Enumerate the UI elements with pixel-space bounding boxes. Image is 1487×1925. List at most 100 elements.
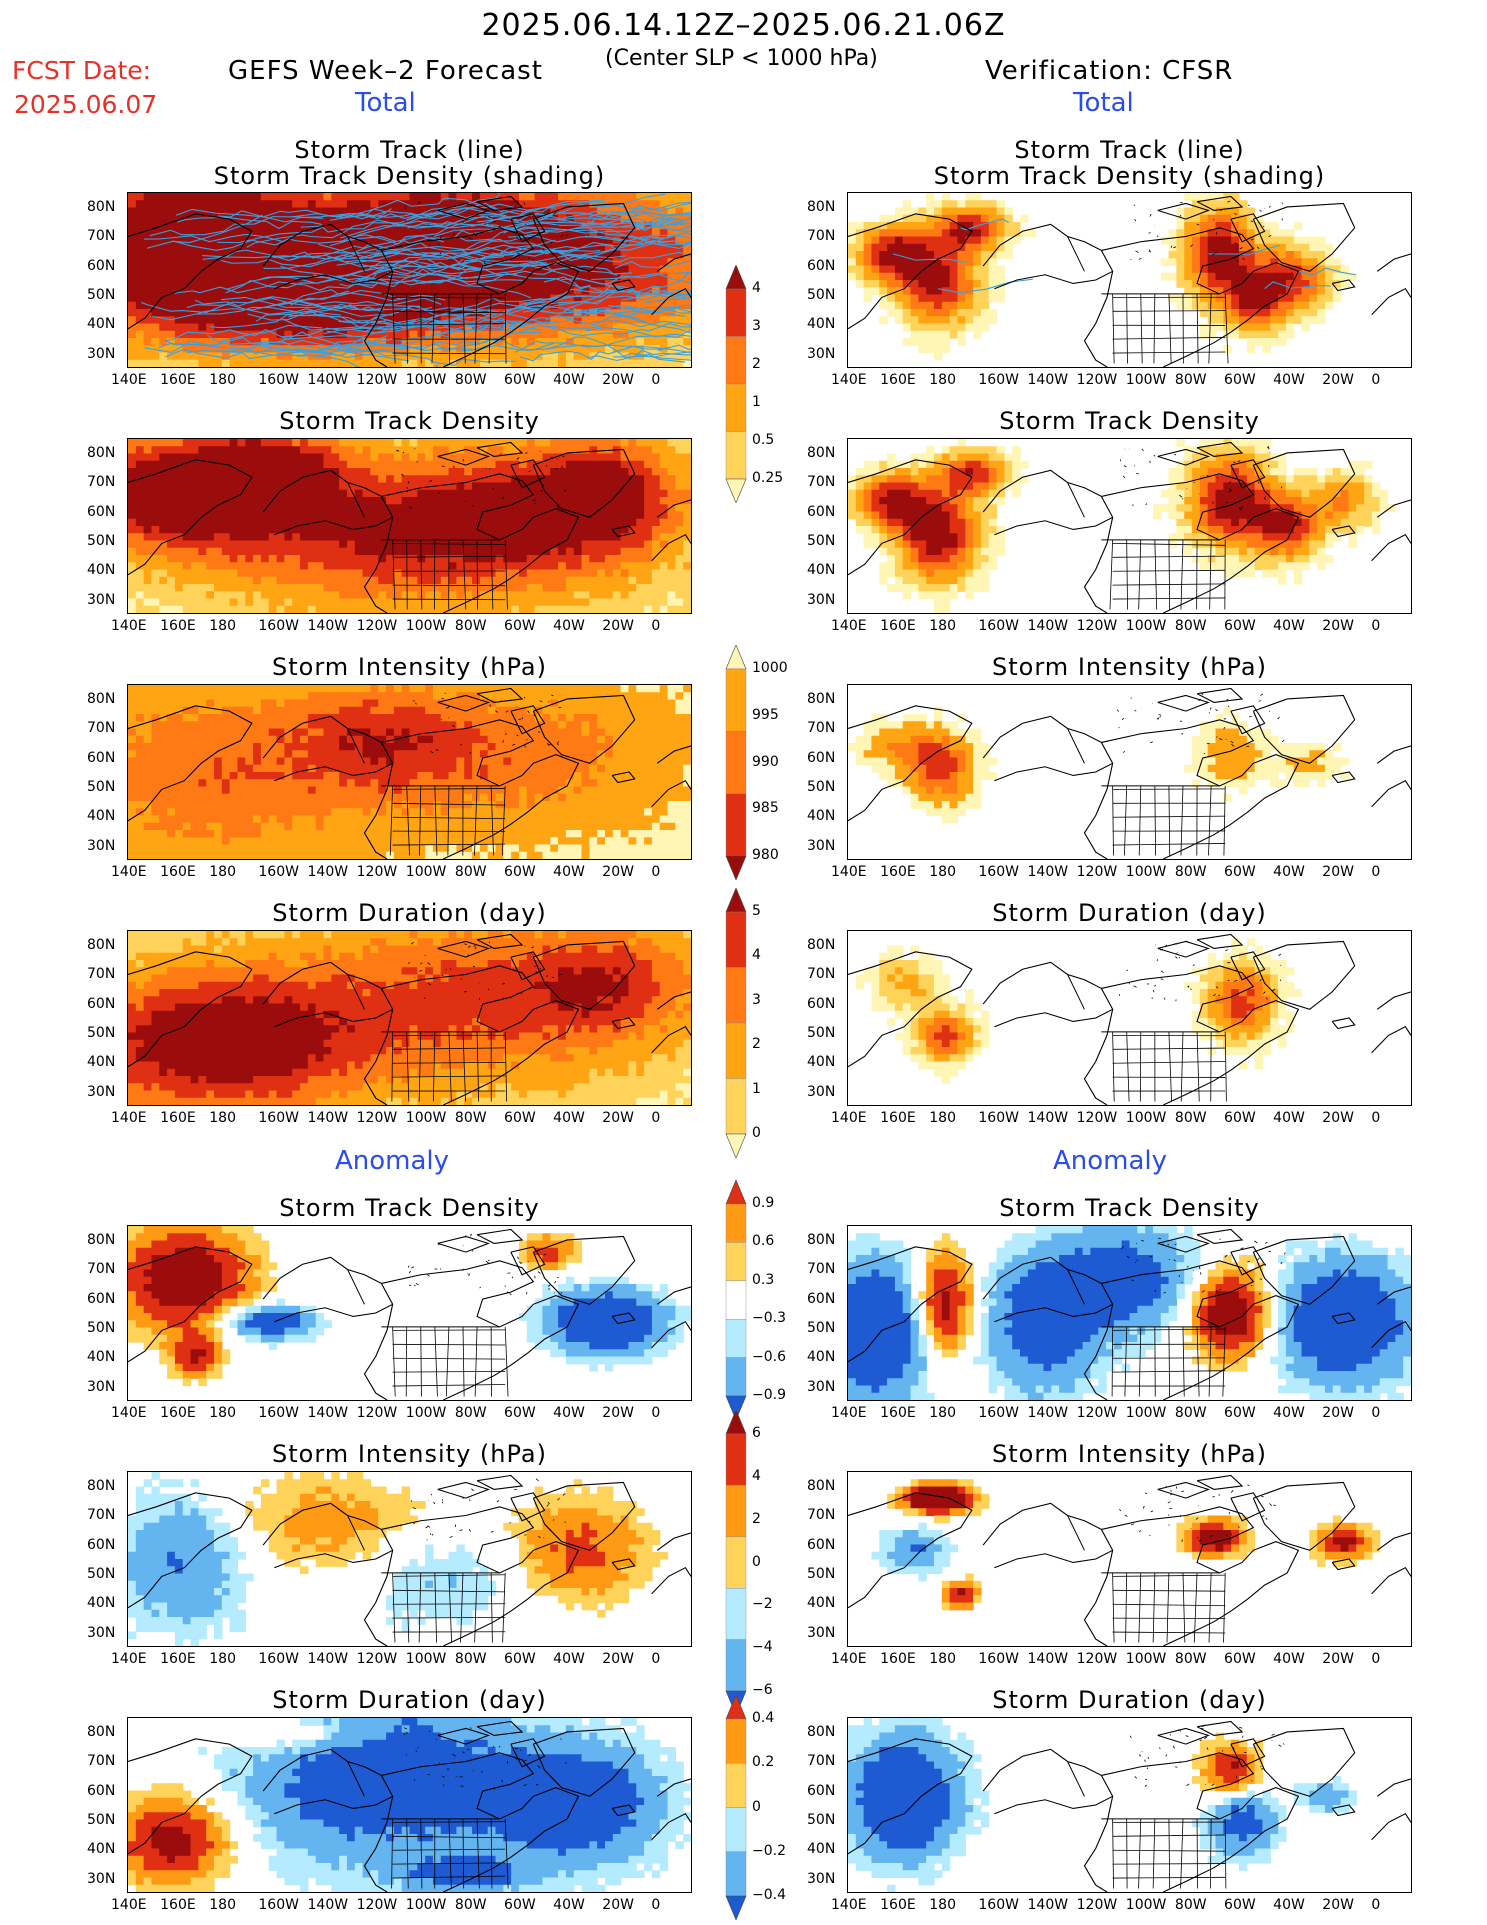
colorbar-tick-label: 1 — [752, 1080, 761, 1097]
lat-label: 70N — [807, 228, 836, 245]
coastline-layer — [848, 687, 1411, 859]
colorbar-strip — [725, 1694, 747, 1921]
shading-layer — [848, 706, 1350, 824]
lat-label: 70N — [87, 966, 116, 983]
map-panel-right-total-intensity — [847, 684, 1412, 860]
colorbar-top-triangle — [725, 264, 747, 290]
shading-layer — [128, 439, 691, 613]
lon-label: 120W — [356, 1405, 398, 1421]
lon-label: 140W — [307, 1110, 349, 1126]
state-boundaries — [1067, 200, 1284, 364]
lon-label: 80W — [1174, 618, 1207, 634]
panel-title-line1: Storm Duration (day) — [992, 899, 1267, 927]
lat-label: 40N — [807, 808, 836, 825]
lat-label: 30N — [807, 1624, 836, 1641]
map-canvas — [848, 193, 1411, 367]
lon-label: 120W — [356, 618, 398, 634]
lon-label: 80W — [1174, 1897, 1207, 1913]
lon-label: 80W — [454, 1651, 487, 1667]
colorbar-tick-label: −0.9 — [752, 1387, 786, 1403]
lon-label: 80W — [1174, 1405, 1207, 1421]
lat-label: 80N — [807, 1232, 836, 1248]
lon-label: 180 — [929, 618, 956, 634]
coastline-layer — [128, 1228, 691, 1400]
lat-label: 60N — [87, 1536, 116, 1553]
lat-label: 40N — [87, 316, 116, 333]
panel-title: Storm Intensity (hPa) — [107, 654, 712, 680]
shading-layer — [128, 1718, 691, 1892]
lat-label: 40N — [807, 1054, 836, 1071]
lon-label: 180 — [209, 1405, 236, 1421]
lon-label: 140E — [831, 1897, 867, 1913]
colorbar-bottom-triangle — [725, 855, 747, 881]
colorbar-tick-label: 0 — [752, 1798, 761, 1815]
lon-label: 20W — [1322, 1405, 1354, 1421]
lon-label: 140E — [111, 864, 147, 880]
coastline-layer — [848, 441, 1411, 613]
panel-title: Storm Track Density — [827, 408, 1432, 434]
section-anomaly-right: Anomaly — [1053, 1146, 1168, 1176]
lat-label: 30N — [807, 345, 836, 362]
fcst-date-label: FCST Date: — [12, 56, 152, 85]
state-boundaries — [347, 1478, 566, 1643]
lat-label: 80N — [807, 1724, 836, 1740]
map-canvas — [848, 1718, 1411, 1892]
lon-label: 40W — [1273, 1651, 1305, 1667]
lat-label: 60N — [87, 749, 116, 766]
lat-label: 60N — [807, 749, 836, 766]
lon-label: 160E — [880, 1897, 916, 1913]
right-column-subtitle: Verification: CFSR — [985, 56, 1234, 86]
lon-label: 140E — [111, 1110, 147, 1126]
lon-label: 20W — [602, 864, 634, 880]
lon-label: 60W — [504, 618, 536, 634]
figure-title: 2025.06.14.12Z–2025.06.21.06Z — [481, 8, 1006, 43]
colorbar-swatch — [725, 1203, 747, 1243]
lon-label: 160E — [160, 372, 196, 388]
colorbar-tick-label: 3 — [752, 991, 761, 1008]
left-column-subtitle: GEFS Week–2 Forecast — [228, 56, 543, 86]
panel-title: Storm Track Density — [107, 1195, 712, 1221]
colorbar-swatch — [725, 911, 747, 968]
lat-label: 50N — [87, 1565, 116, 1582]
colorbar-swatch — [725, 1433, 747, 1486]
lat-label: 50N — [807, 1811, 836, 1828]
section-total-right: Total — [1073, 88, 1134, 118]
lon-label: 100W — [1125, 1651, 1167, 1667]
map-canvas — [848, 439, 1411, 613]
panel-title: Storm Duration (day) — [827, 1687, 1432, 1713]
lon-label: 160W — [258, 1897, 299, 1913]
lon-label: 0 — [651, 372, 661, 388]
lon-label: 140W — [1027, 372, 1069, 388]
colorbar-swatch — [725, 731, 747, 794]
lon-label: 120W — [356, 864, 398, 880]
lon-label: 0 — [1371, 864, 1381, 880]
colorbar-swatch — [725, 1807, 747, 1852]
lon-label: 140E — [111, 372, 147, 388]
lon-label: 0 — [651, 864, 661, 880]
colorbar-swatch — [725, 1242, 747, 1282]
lat-label: 60N — [807, 257, 836, 274]
lon-label: 180 — [929, 1110, 956, 1126]
lon-label: 120W — [356, 1651, 398, 1667]
lon-label: 60W — [1224, 372, 1256, 388]
lon-label: 160W — [978, 1405, 1019, 1421]
lon-label: 160E — [160, 618, 196, 634]
section-anomaly-left: Anomaly — [335, 1146, 450, 1176]
colorbar-swatch — [725, 336, 747, 385]
colorbar-swatch — [725, 1718, 747, 1764]
colorbar-tick-label: −0.3 — [752, 1310, 786, 1327]
map-canvas — [128, 685, 691, 859]
colorbar-swatch — [725, 1763, 747, 1808]
colorbar-tick-label: 1000 — [752, 660, 788, 676]
colorbar-tick-label: 4 — [752, 280, 761, 296]
lat-label: 70N — [87, 474, 116, 491]
lon-label: 100W — [405, 372, 447, 388]
lon-label: 140W — [1027, 1897, 1069, 1913]
lon-label: 140W — [1027, 1110, 1069, 1126]
colorbar-top-triangle — [725, 1694, 747, 1720]
lon-label: 120W — [356, 1897, 398, 1913]
lon-label: 100W — [1125, 864, 1167, 880]
colorbar-tick-label: −0.4 — [752, 1887, 786, 1903]
panel-title: Storm Track Density — [827, 1195, 1432, 1221]
coastline-layer — [128, 687, 691, 859]
